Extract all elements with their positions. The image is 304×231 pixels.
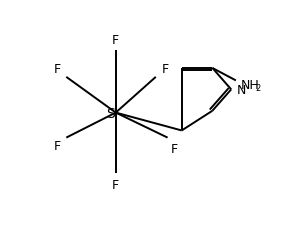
Text: N: N [237, 83, 247, 97]
Text: S: S [106, 106, 115, 120]
Text: F: F [162, 63, 169, 76]
Text: F: F [171, 143, 178, 155]
Text: F: F [53, 140, 60, 153]
Text: 2: 2 [255, 83, 261, 92]
Text: F: F [53, 63, 60, 76]
Text: NH: NH [241, 78, 259, 91]
Text: F: F [112, 33, 119, 46]
Text: F: F [112, 178, 119, 191]
